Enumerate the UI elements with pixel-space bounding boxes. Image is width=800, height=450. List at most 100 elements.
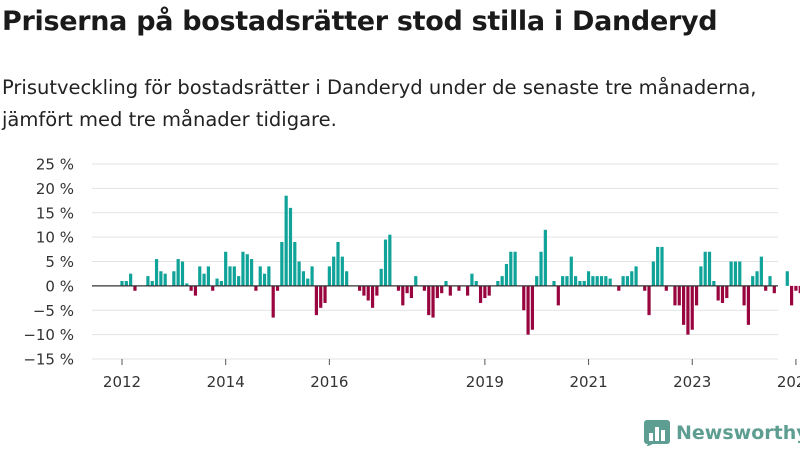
bar (189, 285, 193, 291)
bar (703, 251, 707, 286)
bar (720, 285, 725, 303)
x-tick-label: 2016 (310, 373, 348, 391)
bar (530, 285, 534, 330)
bar (293, 242, 297, 286)
bar (362, 285, 366, 296)
bar (215, 278, 219, 286)
bar (608, 278, 612, 286)
bar (694, 285, 699, 306)
bar (738, 261, 742, 286)
bar (340, 256, 344, 286)
bar (772, 285, 776, 294)
bar (500, 276, 504, 286)
bar (660, 246, 664, 286)
bar (275, 285, 280, 291)
bar (448, 285, 452, 296)
y-tick-label: 15 % (36, 204, 74, 222)
bar (543, 229, 547, 286)
bar (431, 285, 435, 318)
bar (345, 271, 349, 286)
bar (483, 285, 487, 299)
bar (552, 281, 556, 286)
bar (466, 285, 470, 296)
bar (241, 251, 245, 286)
y-tick-label: 25 % (36, 156, 74, 174)
bar (535, 276, 539, 286)
bar (288, 207, 293, 286)
bar (746, 285, 750, 325)
bar (120, 281, 124, 286)
bar (332, 256, 336, 286)
bar (526, 285, 530, 335)
bar (686, 285, 690, 335)
bar (595, 276, 599, 286)
bar (159, 271, 163, 286)
bar (427, 285, 431, 316)
x-tick-label: 2023 (673, 373, 711, 391)
bar (599, 276, 604, 286)
bar (314, 285, 318, 316)
bar (504, 263, 509, 286)
bar (716, 285, 720, 301)
x-tick-label: 2014 (207, 373, 245, 391)
bar (319, 285, 323, 308)
y-axis-labels: 25 % 20 % 15 % 10 % 5 % 0 % −5 % −10 % −15 % (23, 156, 74, 369)
bar (237, 276, 241, 286)
bar (634, 266, 638, 286)
brand-name: Newsworthy (676, 422, 800, 444)
bar (690, 285, 694, 330)
bar (405, 285, 409, 294)
bar (513, 251, 517, 286)
bar (301, 271, 306, 286)
bar (206, 266, 210, 286)
bars (120, 195, 800, 335)
bar (306, 278, 310, 286)
bar (785, 271, 789, 286)
bar (280, 242, 284, 286)
bar (297, 261, 301, 286)
bar (228, 266, 232, 286)
bar (673, 285, 677, 306)
bar (565, 276, 569, 286)
bar (725, 285, 729, 299)
bar (129, 273, 133, 286)
bar (150, 281, 154, 286)
bar (647, 285, 651, 316)
bar (422, 285, 426, 291)
bar (124, 281, 128, 286)
bar (478, 285, 483, 303)
x-tick-label: 2025 (777, 373, 800, 391)
bar (211, 285, 215, 291)
bar (712, 281, 716, 286)
bar (271, 285, 275, 318)
y-tick-label: −5 % (33, 302, 74, 320)
bar (172, 271, 176, 286)
bar (487, 285, 491, 296)
bar (798, 285, 800, 294)
bar (794, 285, 798, 291)
bar (133, 285, 137, 291)
y-tick-label: 10 % (36, 229, 74, 247)
bar (578, 281, 582, 286)
bar (383, 239, 388, 286)
bar (323, 285, 327, 303)
bar (677, 285, 681, 306)
bar (370, 285, 375, 308)
x-axis-labels: 2012 2014 2016 2019 2021 2023 2025 (103, 359, 800, 391)
bar (414, 276, 418, 286)
bar (621, 276, 625, 286)
bar (440, 285, 444, 294)
y-tick-label: 0 % (45, 277, 74, 295)
bar (707, 251, 712, 286)
bar-chart-logo-icon (644, 420, 670, 446)
bar (250, 259, 254, 286)
bar (396, 285, 401, 291)
bar (262, 273, 267, 286)
newsworthy-brand[interactable]: Newsworthy (644, 419, 800, 447)
bar (198, 266, 202, 286)
bar (759, 256, 763, 286)
bar (539, 251, 543, 286)
bar (267, 266, 271, 286)
bar (176, 259, 180, 286)
